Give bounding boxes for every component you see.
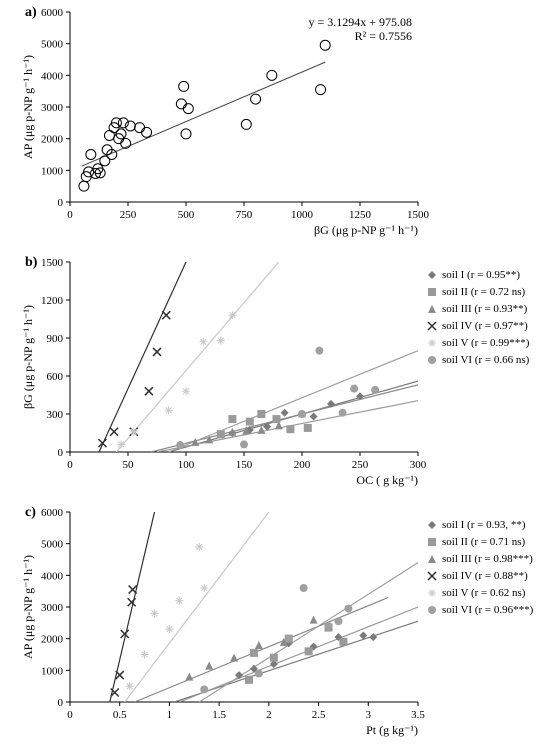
y-axis-label: AP (μg p-NP g⁻¹ h⁻¹) [21,55,35,159]
x-tick-label: 750 [236,209,253,221]
legend-item: soil II (r = 0.71 ns) [442,536,526,548]
x-tick-label: 1250 [349,209,372,221]
y-tick-label: 0 [58,697,64,709]
r2-text: R² = 0.7556 [355,29,412,43]
series-line [125,512,269,702]
x-tick-label: 0 [67,209,73,221]
figure: 0250500750100012501500010002000300040005… [0,0,548,747]
y-tick-label: 1000 [41,665,64,677]
y-tick-label: 2000 [41,134,64,146]
y-tick-label: 3000 [41,602,64,614]
x-tick-label: 250 [352,459,369,471]
x-tick-label: 200 [294,459,311,471]
legend-item: soil VI (r = 0.96***) [442,604,534,616]
x-tick-label: 0 [67,709,73,721]
x-tick-label: 3.5 [411,709,425,721]
x-tick-label: 100 [178,459,195,471]
y-tick-label: 5000 [41,39,64,51]
y-tick-label: 1000 [41,165,64,177]
panel-label: c) [25,505,36,520]
x-tick-label: 1 [167,709,173,721]
x-axis-label: OC ( g kg⁻¹) [356,473,418,487]
y-tick-label: 6000 [41,507,64,519]
y-tick-label: 1500 [41,257,64,269]
x-tick-label: 0.5 [113,709,127,721]
y-tick-label: 4000 [41,570,64,582]
legend-item: soil IV (r = 0.88**) [442,570,528,582]
y-tick-label: 4000 [41,70,64,82]
series-line [110,512,155,702]
y-tick-label: 0 [58,197,64,209]
x-tick-label: 500 [178,209,195,221]
y-tick-label: 6000 [41,7,64,19]
y-tick-label: 0 [58,447,64,459]
fit-line [82,62,326,166]
legend-item: soil IV (r = 0.97**) [442,320,528,332]
x-tick-label: 300 [410,459,427,471]
legend-item: soil I (r = 0.95**) [442,269,520,281]
x-tick-label: 1000 [291,209,314,221]
y-axis-label: AP (μg p-NP g⁻¹ h⁻¹) [21,555,35,659]
legend-item: soil I (r = 0.93, **) [442,519,526,531]
series-line [169,351,418,452]
legend-item: soil III (r = 0.93**) [442,303,528,315]
x-tick-label: 2.5 [312,709,326,721]
y-tick-label: 600 [47,371,64,383]
legend-item: soil III (r = 0.98***) [442,553,533,565]
legend-item: soil V (r = 0.99***) [442,337,530,349]
y-tick-label: 5000 [41,539,64,551]
x-tick-label: 250 [120,209,137,221]
equation-text: y = 3.1294x + 975.08 [308,15,412,29]
series-line [116,262,278,452]
x-tick-label: 0 [67,459,73,471]
x-tick-label: 50 [123,459,135,471]
x-tick-label: 1500 [407,209,430,221]
legend-item: soil II (r = 0.72 ns) [442,286,526,298]
y-axis-label: βG (μg p-NP g⁻¹ h⁻¹) [21,305,35,409]
x-tick-label: 3 [366,709,372,721]
y-tick-label: 300 [47,409,64,421]
y-tick-label: 2000 [41,634,64,646]
panel-label: b) [25,255,38,270]
panel-label: a) [25,5,37,20]
series-line [99,262,186,452]
x-axis-label: βG (μg p-NP g⁻¹ h⁻¹) [314,223,418,237]
series-line [135,598,389,703]
legend-item: soil V (r = 0.62 ns) [442,587,526,599]
x-tick-label: 1.5 [212,709,226,721]
legend-item: soil VI (r = 0.66 ns) [442,354,530,366]
x-axis-label: Pt (g kg⁻¹) [366,723,418,737]
y-tick-label: 900 [47,333,64,345]
y-tick-label: 1200 [41,295,64,307]
x-tick-label: 150 [236,459,253,471]
series-line [179,607,418,702]
series-line [151,385,418,452]
y-tick-label: 3000 [41,102,64,114]
x-tick-label: 2 [266,709,272,721]
